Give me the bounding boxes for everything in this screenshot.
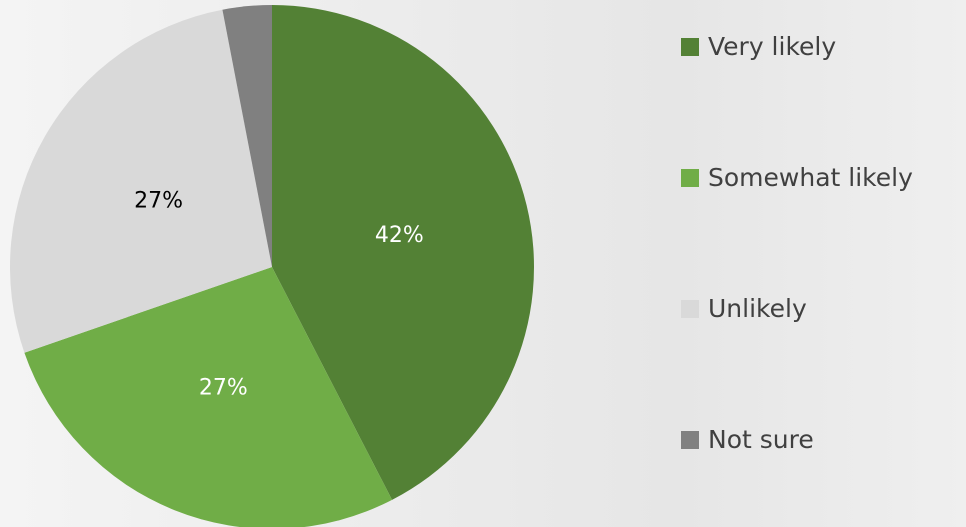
page: {"chart_data": {"type": "pie", "categori… — [0, 0, 966, 527]
legend-swatch — [681, 431, 699, 449]
legend-label: Unlikely — [708, 294, 807, 323]
chart: 42% 27% 27% Very likely Somewhat likely Unlik… — [0, 0, 966, 527]
data-label: 27% — [199, 376, 248, 401]
legend-swatch — [681, 300, 699, 318]
legend-label: Very likely — [708, 32, 836, 61]
data-label: 27% — [134, 189, 183, 214]
legend-swatch — [681, 169, 699, 187]
legend-label: Somewhat likely — [708, 163, 913, 192]
data-label: 42% — [375, 223, 424, 248]
legend-label: Not sure — [708, 425, 814, 454]
legend-swatch — [681, 38, 699, 56]
